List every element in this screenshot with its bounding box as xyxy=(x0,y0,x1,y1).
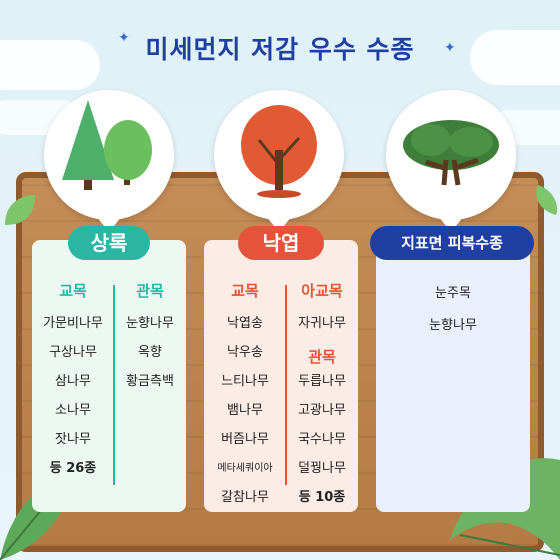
deciduous-bubble xyxy=(214,90,344,232)
leaf-icon xyxy=(536,185,558,215)
list-item: 가문비나무 xyxy=(43,316,103,331)
list-item: 눈향나무 xyxy=(126,316,174,331)
list-item: 낙우송 xyxy=(227,345,263,360)
column-header: 관목 xyxy=(136,282,164,300)
list-item: 갈참나무 xyxy=(221,490,269,505)
evergreen-panel xyxy=(32,240,186,512)
list-item: 두릅나무 xyxy=(298,374,346,389)
deciduous-tree-column: 교목 낙엽송 낙우송 느티나무 뱀나무 버즘나무 메타세쿼이아 갈참나무 xyxy=(206,280,284,512)
cloud xyxy=(470,30,560,85)
evergreen-tree-column: 교목 가문비나무 구상나무 삼나무 소나무 잣나무 등 26종 xyxy=(34,280,112,483)
list-item: 버즘나무 xyxy=(221,432,269,447)
leaf-icon xyxy=(5,195,35,225)
list-item: 눈주목 xyxy=(435,286,471,301)
list-item: 잣나무 xyxy=(55,432,91,447)
column-header: 교목 xyxy=(59,282,87,300)
list-item: 구상나무 xyxy=(49,345,97,360)
list-item: 황금측백 xyxy=(126,374,174,389)
evergreen-trees-icon xyxy=(62,100,152,190)
sparkle-icon: ✦ xyxy=(118,30,130,46)
list-item: 소나무 xyxy=(55,403,91,418)
deciduous-small-tree-column: 아교목 자귀나무 관목 두릅나무 고광나무 국수나무 덜꿩나무 등 10종 xyxy=(288,280,356,512)
list-item: 등 10종 xyxy=(298,490,346,505)
cloud xyxy=(0,40,100,90)
groundcover-tag: 지표면 피복수종 xyxy=(370,226,534,260)
groundcover-column: 눈주목 눈향나무 xyxy=(378,278,528,342)
groundcover-bubble xyxy=(386,90,516,232)
red-autumn-tree-icon xyxy=(241,105,317,198)
column-divider xyxy=(113,285,115,485)
evergreen-bubble xyxy=(44,90,174,232)
deciduous-panel xyxy=(204,240,358,512)
column-header: 관목 xyxy=(308,348,336,366)
deciduous-tag: 낙엽 xyxy=(238,226,324,260)
list-item: 뱀나무 xyxy=(227,403,263,418)
broad-green-tree-icon xyxy=(403,120,499,186)
list-item: 자귀나무 xyxy=(298,316,346,331)
column-header: 아교목 xyxy=(301,282,343,300)
list-item: 등 26종 xyxy=(49,461,97,476)
groundcover-panel xyxy=(376,240,530,512)
page-title: 미세먼지 저감 우수 수종 xyxy=(145,35,415,64)
evergreen-shrub-column: 관목 눈향나무 옥향 황금측백 xyxy=(116,280,184,396)
column-divider xyxy=(285,285,287,485)
list-item: 국수나무 xyxy=(298,432,346,447)
list-item: 느티나무 xyxy=(221,374,269,389)
sparkle-icon: ✦ xyxy=(444,40,456,56)
list-item: 메타세쿼이아 xyxy=(217,463,273,474)
column-header: 교목 xyxy=(231,282,259,300)
list-item: 고광나무 xyxy=(298,403,346,418)
list-item: 낙엽송 xyxy=(227,316,263,331)
list-item: 옥향 xyxy=(138,345,162,360)
list-item: 덜꿩나무 xyxy=(298,461,346,476)
list-item: 눈향나무 xyxy=(429,318,477,333)
evergreen-tag: 상록 xyxy=(68,226,150,260)
list-item: 삼나무 xyxy=(55,374,91,389)
